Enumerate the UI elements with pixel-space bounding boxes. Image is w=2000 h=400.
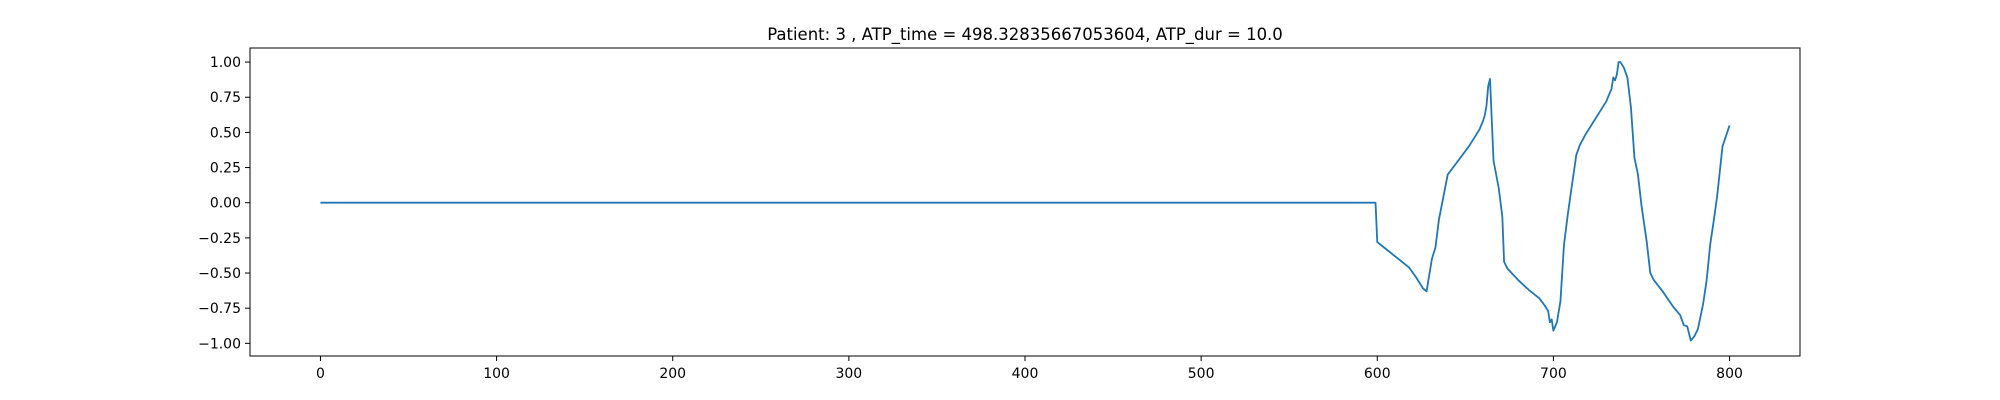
chart-title: Patient: 3 , ATP_time = 498.328356670536… (767, 25, 1283, 45)
x-tick-label: 100 (483, 366, 510, 382)
y-axis: −1.00 −0.75 −0.50 −0.25 0.00 0.25 0.50 0.75 1.00 (198, 55, 250, 352)
y-tick-label: 0.75 (210, 90, 241, 106)
x-tick-label: 500 (1188, 366, 1215, 382)
x-tick-label: 800 (1716, 366, 1743, 382)
x-tick-label: 400 (1012, 366, 1039, 382)
x-tick-label: 0 (316, 366, 325, 382)
y-tick-label: −0.75 (198, 301, 241, 317)
y-tick-label: 0.00 (210, 196, 241, 212)
x-tick-label: 600 (1364, 366, 1391, 382)
x-tick-label: 300 (835, 366, 862, 382)
y-tick-label: 1.00 (210, 55, 241, 71)
y-tick-label: −0.25 (198, 231, 241, 247)
y-tick-label: −0.50 (198, 266, 241, 282)
y-tick-label: 0.25 (210, 161, 241, 177)
y-tick-label: 0.50 (210, 125, 241, 141)
y-tick-label: −1.00 (198, 336, 241, 352)
x-tick-label: 700 (1540, 366, 1567, 382)
series-line (320, 61, 1731, 342)
x-tick-label: 200 (659, 366, 686, 382)
x-axis: 0 100 200 300 400 500 600 700 800 (316, 356, 1743, 382)
